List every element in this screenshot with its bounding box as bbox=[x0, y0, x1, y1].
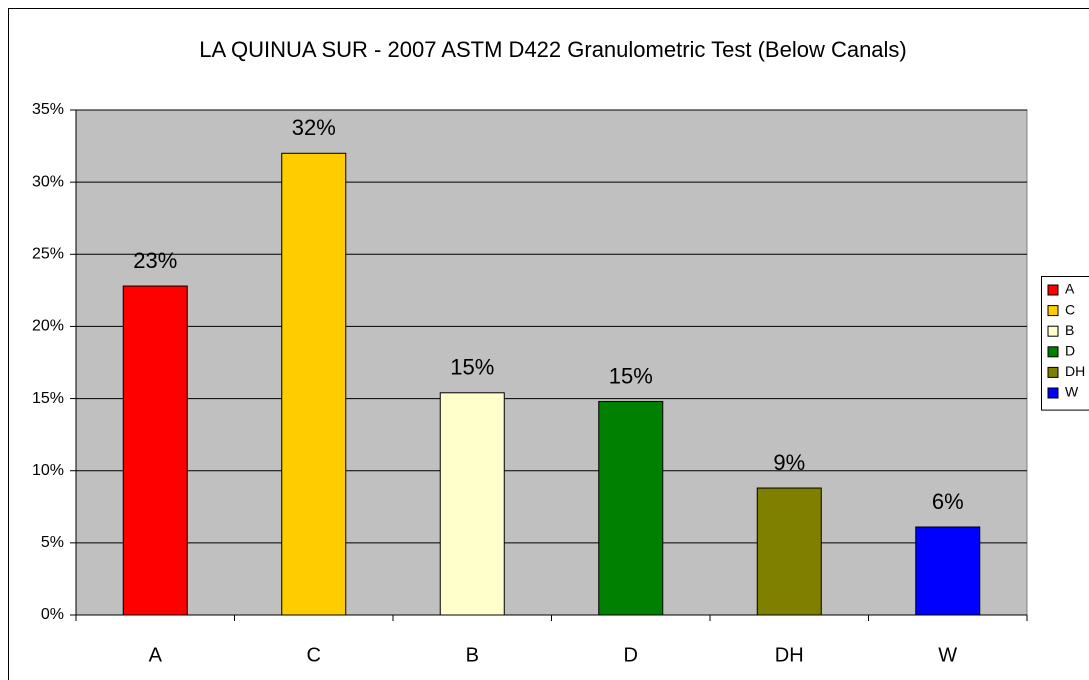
y-tick-label: 20% bbox=[32, 318, 64, 335]
legend-label: A bbox=[1065, 281, 1075, 297]
y-tick-label: 10% bbox=[32, 462, 64, 479]
y-tick-label: 30% bbox=[32, 173, 64, 190]
bar bbox=[281, 152, 347, 616]
legend-swatch bbox=[1047, 366, 1059, 378]
legend-swatch bbox=[1047, 305, 1059, 317]
legend-swatch bbox=[1047, 387, 1059, 399]
legend-swatch bbox=[1047, 346, 1059, 358]
y-tick-label: 0% bbox=[41, 606, 64, 623]
bar bbox=[756, 487, 822, 616]
legend-swatch bbox=[1047, 325, 1059, 337]
bar bbox=[122, 285, 188, 616]
y-tick-label: 5% bbox=[41, 534, 64, 551]
chart-title: LA QUINUA SUR - 2007 ASTM D422 Granulome… bbox=[199, 37, 907, 62]
legend-label: B bbox=[1065, 322, 1074, 338]
plot-area bbox=[75, 109, 1028, 616]
legend-swatch bbox=[1047, 284, 1059, 296]
legend-label: DH bbox=[1065, 363, 1085, 379]
x-tick-label: C bbox=[307, 644, 321, 666]
x-tick-label: D bbox=[624, 644, 638, 666]
legend-label: W bbox=[1065, 384, 1079, 400]
legend-label: D bbox=[1065, 343, 1075, 359]
x-tick-label: B bbox=[466, 644, 479, 666]
y-tick-label: 15% bbox=[32, 390, 64, 407]
value-label: 15% bbox=[450, 355, 494, 380]
bar bbox=[439, 392, 505, 616]
bar bbox=[598, 400, 664, 616]
value-label: 32% bbox=[292, 115, 336, 140]
y-tick-label: 35% bbox=[32, 101, 64, 118]
bar bbox=[915, 526, 981, 616]
legend-label: C bbox=[1065, 301, 1075, 317]
x-tick-label: DH bbox=[775, 644, 804, 666]
x-tick-label: A bbox=[149, 644, 163, 666]
x-tick-label: W bbox=[938, 644, 957, 666]
value-label: 23% bbox=[133, 248, 177, 273]
value-label: 6% bbox=[932, 489, 964, 514]
y-tick-label: 25% bbox=[32, 246, 64, 263]
value-label: 15% bbox=[609, 363, 653, 388]
value-label: 9% bbox=[773, 450, 805, 475]
